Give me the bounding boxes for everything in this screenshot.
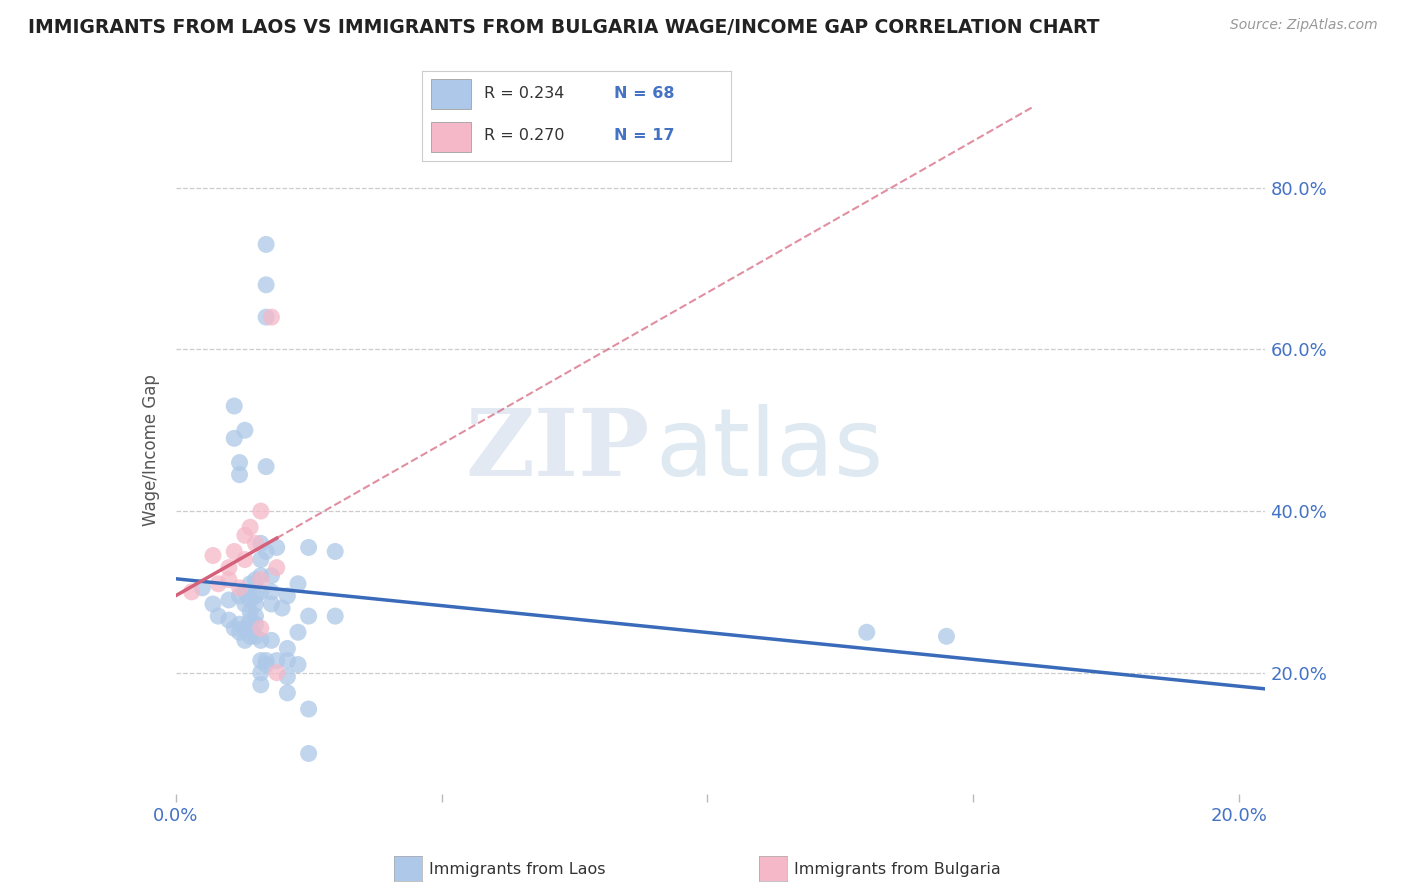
Point: [224, 431, 246, 445]
Point: [233, 528, 256, 542]
Point: [935, 629, 957, 643]
Point: [245, 617, 267, 632]
Point: [239, 605, 262, 619]
Point: [245, 609, 267, 624]
Text: Source: ZipAtlas.com: Source: ZipAtlas.com: [1230, 18, 1378, 32]
Point: [266, 654, 288, 668]
Point: [249, 585, 271, 599]
Point: [287, 576, 309, 591]
Point: [233, 585, 256, 599]
Point: [233, 621, 256, 635]
Point: [276, 686, 298, 700]
Point: [249, 654, 271, 668]
Text: atlas: atlas: [655, 404, 883, 497]
Point: [254, 310, 277, 325]
Point: [239, 621, 262, 635]
Point: [254, 237, 277, 252]
Point: [298, 541, 321, 555]
Point: [249, 552, 271, 566]
Point: [276, 641, 298, 656]
Point: [287, 625, 309, 640]
Point: [276, 654, 298, 668]
Point: [266, 541, 288, 555]
Point: [855, 625, 877, 640]
Text: R = 0.234: R = 0.234: [484, 87, 564, 101]
Point: [276, 589, 298, 603]
Point: [245, 589, 267, 603]
Text: IMMIGRANTS FROM LAOS VS IMMIGRANTS FROM BULGARIA WAGE/INCOME GAP CORRELATION CHA: IMMIGRANTS FROM LAOS VS IMMIGRANTS FROM …: [28, 18, 1099, 37]
Point: [228, 456, 250, 470]
Point: [287, 657, 309, 672]
Text: N = 68: N = 68: [613, 87, 673, 101]
Point: [260, 310, 283, 325]
Point: [207, 609, 229, 624]
Point: [201, 549, 224, 563]
Point: [249, 621, 271, 635]
Point: [323, 544, 346, 558]
Point: [249, 573, 271, 587]
Point: [218, 573, 240, 587]
Point: [254, 544, 277, 558]
Point: [228, 589, 250, 603]
Point: [260, 633, 283, 648]
Text: ZIP: ZIP: [465, 406, 650, 495]
Point: [245, 597, 267, 611]
Point: [233, 552, 256, 566]
Point: [228, 617, 250, 632]
Point: [228, 467, 250, 482]
Point: [218, 560, 240, 574]
Y-axis label: Wage/Income Gap: Wage/Income Gap: [142, 375, 160, 526]
Point: [254, 277, 277, 292]
Point: [228, 581, 250, 595]
Point: [323, 609, 346, 624]
Point: [201, 597, 224, 611]
Point: [298, 747, 321, 761]
Point: [298, 609, 321, 624]
Point: [218, 593, 240, 607]
Text: R = 0.270: R = 0.270: [484, 128, 564, 143]
Point: [249, 568, 271, 582]
Point: [207, 576, 229, 591]
Point: [249, 504, 271, 518]
Point: [224, 544, 246, 558]
Point: [271, 601, 294, 615]
Point: [239, 613, 262, 627]
Point: [254, 657, 277, 672]
Point: [260, 585, 283, 599]
Point: [233, 423, 256, 437]
Point: [239, 520, 262, 534]
Point: [180, 585, 202, 599]
Point: [298, 702, 321, 716]
Point: [239, 593, 262, 607]
Point: [260, 597, 283, 611]
Point: [266, 560, 288, 574]
Point: [245, 573, 267, 587]
FancyBboxPatch shape: [432, 122, 471, 152]
Text: Immigrants from Bulgaria: Immigrants from Bulgaria: [794, 863, 1001, 877]
Point: [260, 568, 283, 582]
Point: [249, 678, 271, 692]
FancyBboxPatch shape: [432, 79, 471, 109]
Point: [249, 665, 271, 680]
Point: [254, 654, 277, 668]
Point: [266, 665, 288, 680]
Point: [224, 399, 246, 413]
Point: [254, 459, 277, 474]
Point: [228, 625, 250, 640]
Point: [245, 629, 267, 643]
Point: [224, 621, 246, 635]
Point: [218, 613, 240, 627]
Text: N = 17: N = 17: [613, 128, 673, 143]
Point: [191, 581, 214, 595]
Point: [276, 670, 298, 684]
Point: [249, 536, 271, 550]
Point: [245, 536, 267, 550]
Point: [233, 597, 256, 611]
Point: [239, 576, 262, 591]
Point: [233, 633, 256, 648]
Point: [249, 633, 271, 648]
Point: [239, 629, 262, 643]
Text: Immigrants from Laos: Immigrants from Laos: [429, 863, 606, 877]
